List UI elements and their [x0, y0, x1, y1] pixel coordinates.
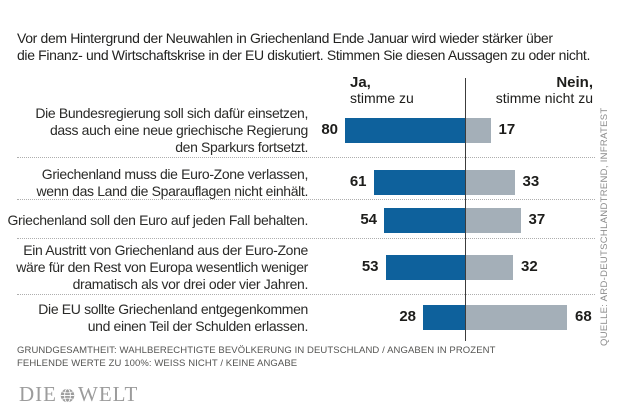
yes-bar-4 — [385, 255, 465, 280]
no-value-5: 68 — [575, 308, 592, 325]
statement-4: Ein Austritt von Griechenland aus der Eu… — [16, 242, 308, 293]
row-separator-2 — [17, 199, 595, 200]
row-separator-3 — [17, 238, 595, 239]
intro-line-1: Vor dem Hintergrund der Neuwahlen in Gri… — [17, 30, 553, 46]
row-separator-1 — [17, 157, 595, 158]
footnote: GRUNDGESAMTHEIT: WAHLBERECHTIGTE BEVÖLKE… — [17, 345, 496, 370]
yes-value-4: 53 — [361, 258, 379, 275]
statement-line: Griechenland muss die Euro-Zone verlasse… — [41, 165, 309, 182]
no-bar-5 — [465, 305, 567, 330]
statement-line: den Sparkurs fortsetzt. — [175, 139, 308, 155]
yes-bar-2 — [373, 170, 465, 195]
yes-value-5: 28 — [399, 308, 416, 325]
statement-line: Griechenland soll den Euro auf jeden Fal… — [7, 212, 309, 228]
no-value-1: 17 — [498, 121, 516, 138]
yes-value-1: 80 — [321, 121, 338, 138]
yes-value-3: 54 — [360, 211, 377, 228]
footnote-line-1: GRUNDGESAMTHEIT: WAHLBERECHTIGTE BEVÖLKE… — [17, 345, 496, 356]
no-bar-3 — [465, 208, 521, 233]
footnote-line-2: FEHLENDE WERTE ZU 100%: WEISS NICHT / KE… — [17, 357, 298, 369]
yes-bar-1 — [345, 118, 465, 143]
statement-line: Ein Austritt von Griechenland aus der Eu… — [23, 242, 308, 258]
statement-line: wäre für den Rest von Europa wesentlich … — [16, 259, 308, 275]
center-axis-line — [465, 78, 466, 341]
yes-bar-3 — [384, 208, 465, 233]
statement-5: Die EU sollte Griechenland entgegenkomme… — [38, 301, 308, 335]
intro-line-2: die Finanz- und Wirtschaftskrise in der … — [17, 46, 590, 63]
no-value-3: 37 — [528, 211, 546, 228]
yes-bar-5 — [423, 305, 465, 330]
yes-value-2: 61 — [349, 173, 367, 190]
yes-header-title: Ja, — [350, 74, 371, 91]
no-column-header: Nein, stimme nicht zu — [495, 74, 593, 106]
no-value-4: 32 — [521, 258, 538, 275]
source-credit: QUELLE: ARD-DEUTSCHLANDTREND, INFRATEST — [599, 107, 610, 347]
no-header-title: Nein, — [556, 74, 593, 91]
no-bar-1 — [465, 118, 491, 143]
no-header-subtitle: stimme nicht zu — [495, 90, 593, 106]
statement-line: dass auch eine neue griechische Regierun… — [49, 122, 308, 138]
die-welt-logo: DIE WELT — [19, 382, 138, 407]
statement-3: Griechenland soll den Euro auf jeden Fal… — [7, 212, 309, 229]
statement-line: und einen Teil der Schulden erlassen. — [87, 317, 309, 334]
globe-icon — [60, 388, 75, 403]
yes-column-header: Ja, stimme zu — [350, 74, 414, 106]
statement-line: wenn das Land die Sparauflagen nicht ein… — [36, 182, 309, 199]
statement-line: dramatisch als vor drei oder vier Jahren… — [72, 276, 309, 292]
chart-intro: Vor dem Hintergrund der Neuwahlen in Gri… — [17, 30, 607, 63]
statement-2: Griechenland muss die Euro-Zone verlasse… — [36, 165, 309, 200]
no-value-2: 33 — [522, 173, 540, 190]
no-bar-2 — [465, 170, 515, 195]
logo-word-welt: WELT — [78, 382, 139, 406]
yes-header-subtitle: stimme zu — [350, 90, 414, 106]
logo-word-die: DIE — [19, 382, 57, 406]
statement-1: Die Bundesregierung soll sich dafür eins… — [35, 105, 308, 156]
statement-line: Die EU sollte Griechenland entgegenkomme… — [38, 300, 308, 317]
no-bar-4 — [465, 255, 513, 280]
statement-line: Die Bundesregierung soll sich dafür eins… — [35, 105, 308, 121]
row-separator-4 — [17, 294, 595, 295]
